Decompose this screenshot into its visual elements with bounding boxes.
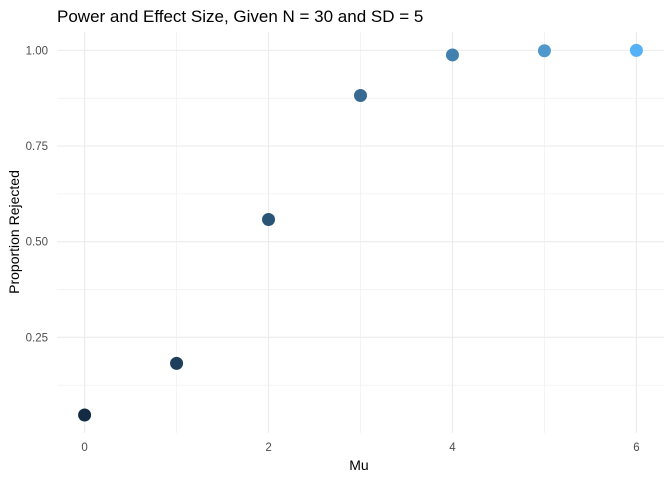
x-tick-label: 2 xyxy=(265,442,271,454)
data-point xyxy=(629,43,643,57)
x-tick-label: 6 xyxy=(633,442,639,454)
data-point xyxy=(78,408,92,422)
x-axis-tick-labels: 0 2 4 6 xyxy=(81,442,639,454)
data-points xyxy=(78,43,643,422)
data-point xyxy=(537,44,551,58)
data-point xyxy=(262,212,276,226)
x-tick-label: 4 xyxy=(449,442,456,454)
y-tick-label: 1.00 xyxy=(26,45,48,57)
x-tick-label: 0 xyxy=(81,442,87,454)
data-point xyxy=(170,356,184,370)
data-point xyxy=(354,89,367,103)
grid-lines xyxy=(57,32,664,433)
chart-title: Power and Effect Size, Given N = 30 and … xyxy=(57,7,423,26)
y-tick-label: 0.50 xyxy=(26,237,48,249)
y-tick-label: 0.75 xyxy=(26,141,48,153)
y-axis-title: Proportion Rejected xyxy=(6,170,22,294)
y-tick-label: 0.25 xyxy=(26,332,48,344)
x-axis-title: Mu xyxy=(349,457,368,473)
data-point xyxy=(445,48,459,62)
y-axis-tick-labels: 0.25 0.50 0.75 1.00 xyxy=(26,45,48,344)
